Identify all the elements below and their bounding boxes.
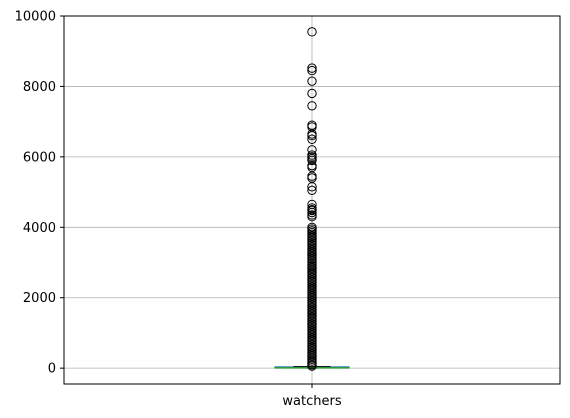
- outlier-point: [307, 65, 317, 76]
- tick-labels: 0 2000 4000 6000 8000 10000 watchers: [15, 10, 342, 410]
- outlier-point: [307, 182, 317, 192]
- y-tick-label: 8000: [23, 80, 56, 95]
- outlier-point: [307, 63, 317, 73]
- y-tick-label: 10000: [15, 10, 56, 25]
- outlier-point: [307, 207, 317, 218]
- plot-frame: [63, 15, 561, 385]
- x-tick-label: watchers: [282, 394, 341, 409]
- outlier-point: [307, 212, 317, 222]
- outlier-point: [307, 101, 317, 111]
- outlier-point: [307, 185, 317, 196]
- outlier-point: [307, 131, 317, 141]
- outlier-point: [307, 155, 317, 166]
- y-tick-label: 6000: [23, 150, 56, 165]
- y-tick-label: 0: [48, 362, 56, 377]
- axes: [60, 15, 313, 388]
- y-tick-label: 4000: [23, 221, 56, 236]
- outlier-point: [307, 27, 317, 37]
- outlier-point: [307, 134, 317, 144]
- outlier-point: [307, 205, 317, 216]
- outlier-point: [307, 361, 317, 371]
- outlier-point: [307, 88, 317, 99]
- outlier-group: [307, 27, 317, 371]
- y-tick-label: 2000: [23, 291, 56, 306]
- outlier-point: [307, 76, 317, 86]
